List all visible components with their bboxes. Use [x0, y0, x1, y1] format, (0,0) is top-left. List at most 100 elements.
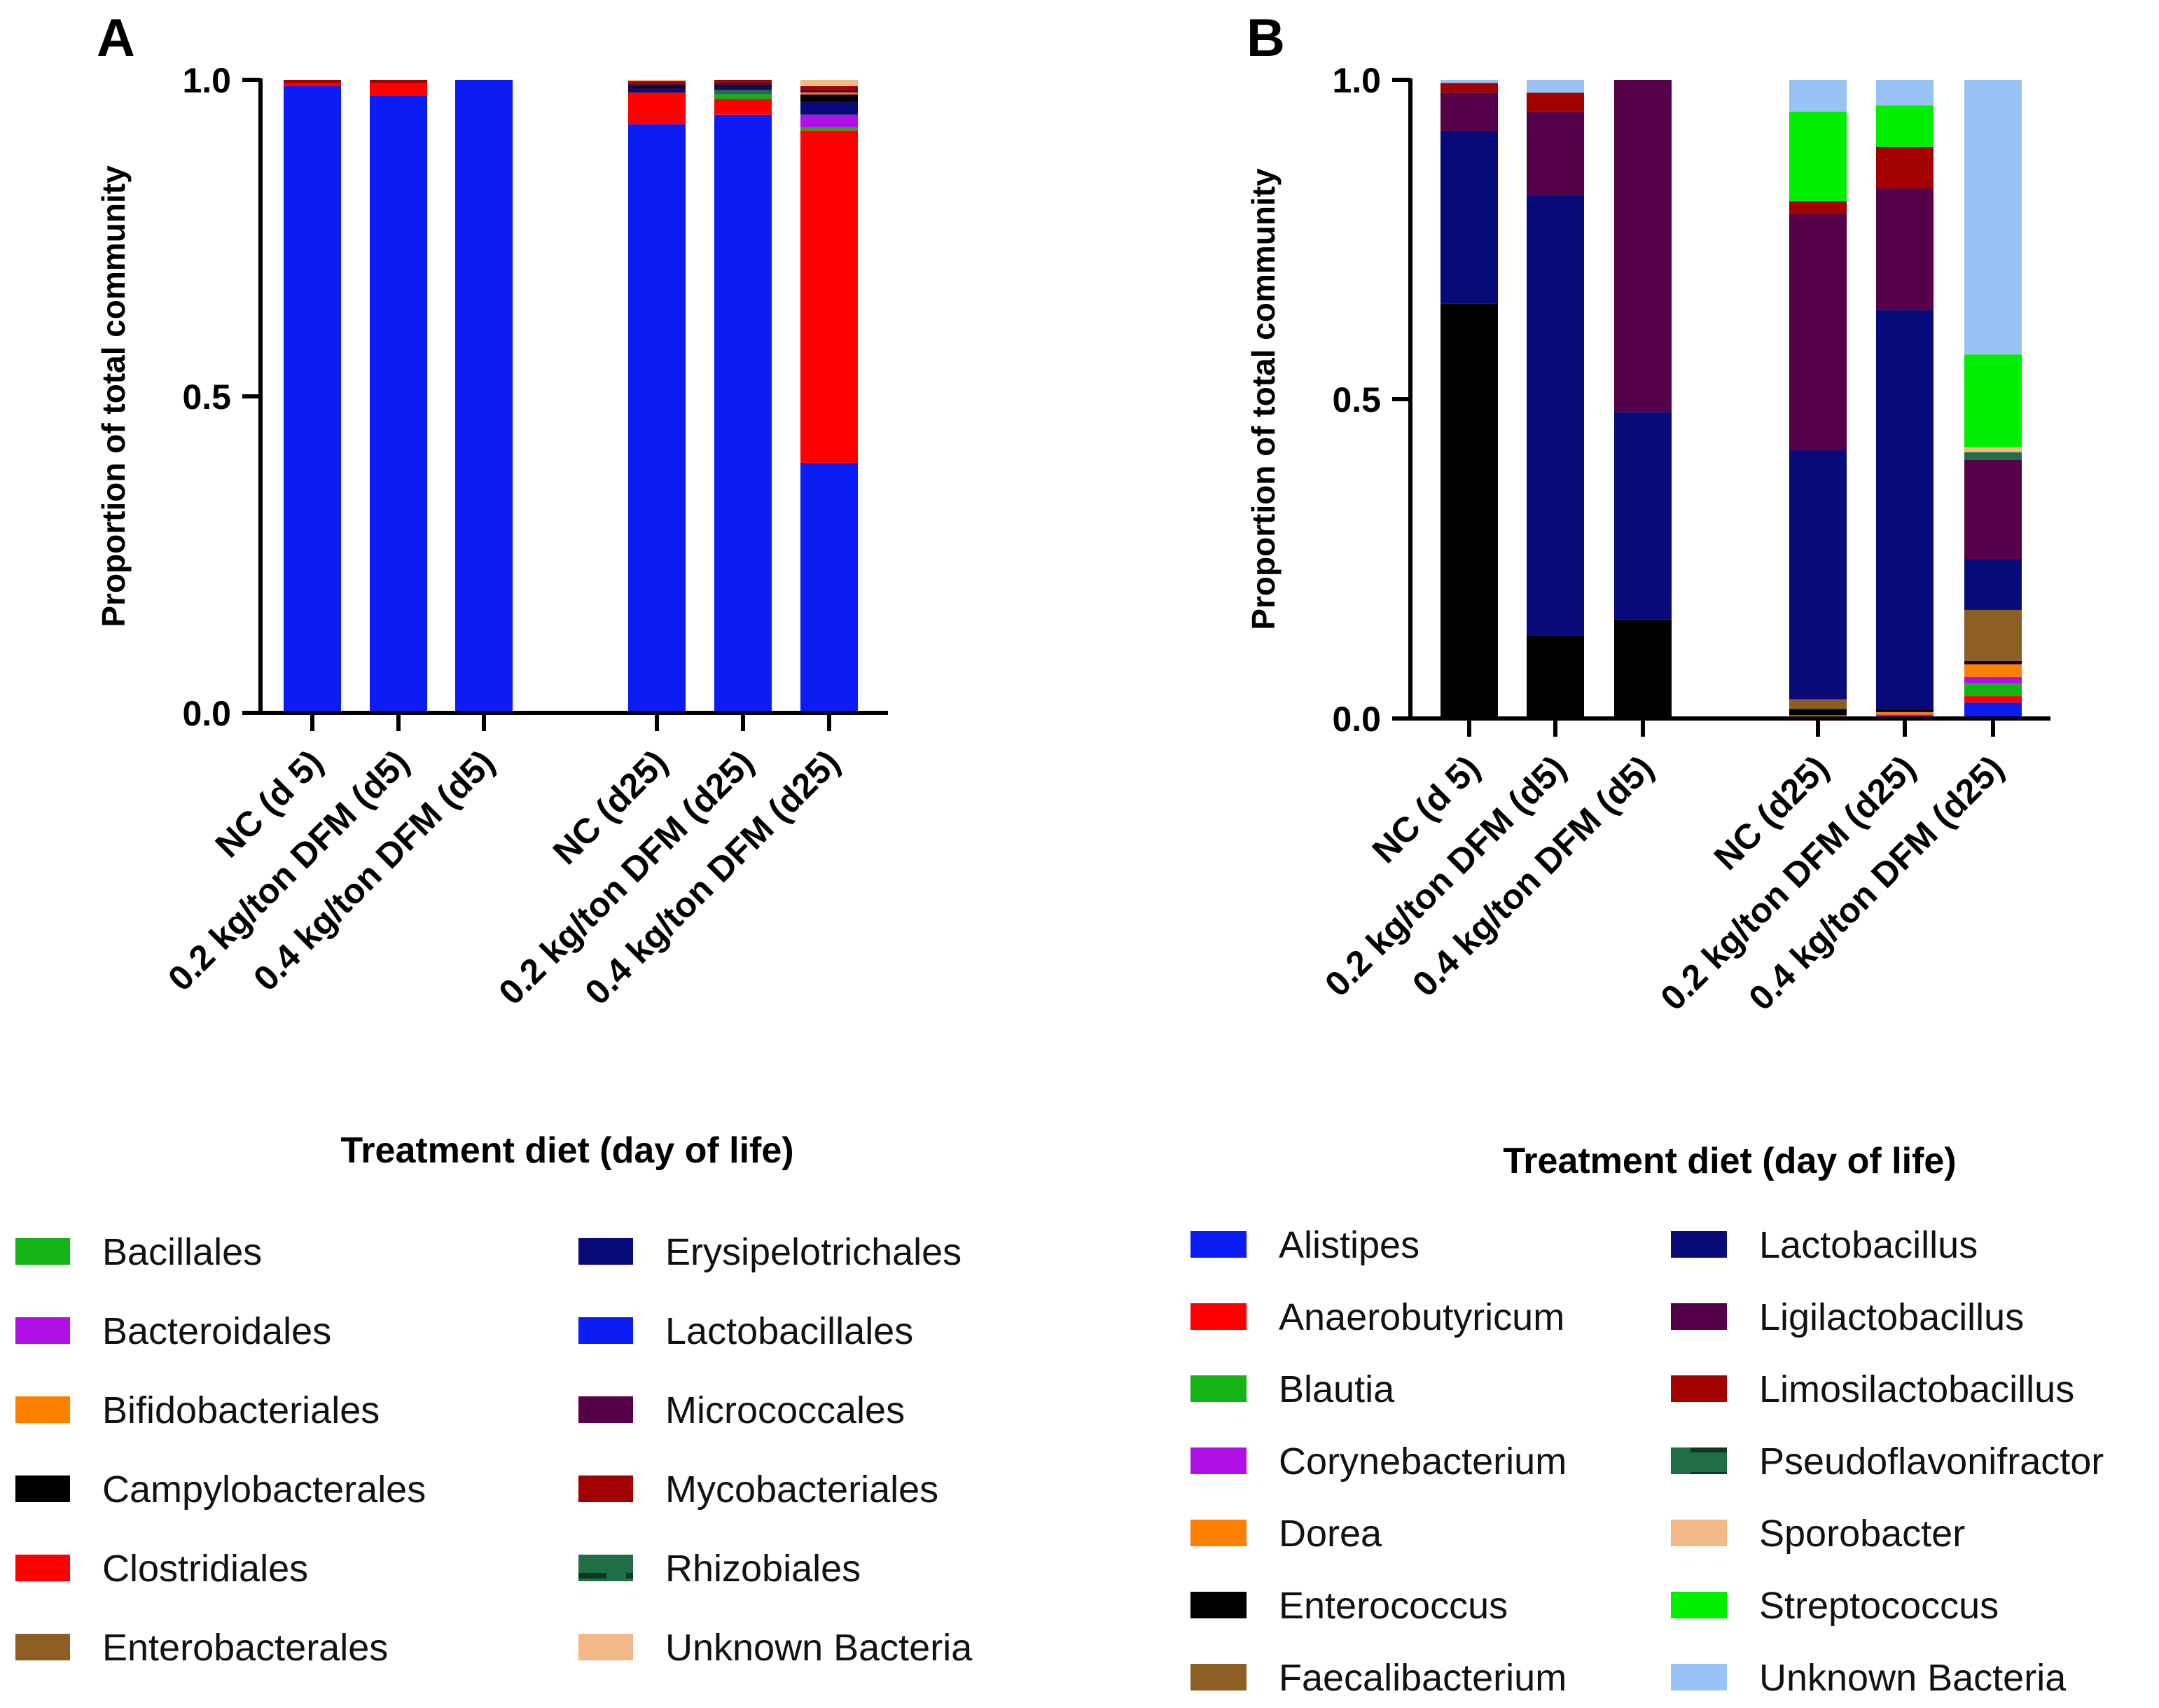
bar-segment-dorea-5: [1876, 711, 1934, 715]
bar-segment-clostridiales-1: [284, 83, 341, 87]
panel-a: A0.00.51.0NC (d 5)0.2 kg/ton DFM (d5)0.4…: [15, 8, 973, 1669]
legend-label-unknown-bacteria: Unknown Bacteria: [1759, 1657, 2067, 1699]
bar-segment-ligilactobacillus-6: [1964, 459, 2022, 559]
legend: Bacillales Bacteroidales Bifidobacteriales…: [15, 1231, 973, 1669]
bar-segment-erysipelotrichales-4: [628, 88, 686, 93]
bar-segment-ligilactobacillus-5: [1876, 188, 1934, 310]
bar-segment-micrococcales-4: [628, 83, 686, 86]
panel-b: B0.00.51.0NC (d 5)0.2 kg/ton DFM (d5)0.4…: [1190, 8, 2104, 1699]
legend-swatch-bacteroidales: [15, 1317, 70, 1344]
legend-label-lactobacillales: Lactobacillales: [665, 1310, 913, 1352]
bar-segment-dorea-6: [1964, 664, 2022, 677]
legend-swatch-blautia: [1190, 1375, 1247, 1402]
x-axis-title: Treatment diet (day of life): [1503, 1141, 1956, 1181]
legend-label-campylobacterales: Campylobacterales: [102, 1469, 426, 1511]
legend-swatch-pseudoflavonifractor: [1671, 1447, 1727, 1474]
bar-segment-alistipes-6: [1964, 702, 2022, 718]
legend-swatch-bacillales: [15, 1238, 70, 1265]
y-tick-label: 0.5: [182, 377, 231, 417]
y-tick-label: 0.0: [1332, 700, 1381, 739]
legend-swatch-streptococcus: [1671, 1592, 1727, 1618]
bar-segment-unknown-bacteria-6: [800, 80, 858, 87]
bar-segment-bacillales-5: [714, 94, 772, 99]
legend-swatch-enterococcus: [1190, 1592, 1247, 1618]
legend-swatch-micrococcales: [578, 1396, 633, 1423]
legend-label-enterobacterales: Enterobacterales: [102, 1627, 388, 1669]
bar-segment-bacteroidales-6: [800, 114, 858, 127]
y-axis-title: Proportion of total community: [95, 165, 132, 627]
legend-swatch-bifidobacteriales: [15, 1396, 70, 1423]
bar-segment-enterococcus-6: [1964, 660, 2022, 665]
bar-segment-unknown-bacteria-1: [1441, 80, 1498, 83]
bar-segment-limosilactobacillus-4: [1789, 201, 1847, 214]
bar-segment-limosilactobacillus-2: [1527, 92, 1584, 112]
legend-swatch-corynebacterium: [1190, 1447, 1247, 1474]
bar-segment-lactobacillales-5: [714, 114, 772, 714]
legend-label-pseudoflavonifractor: Pseudoflavonifractor: [1759, 1440, 2104, 1483]
bar-segment-enterococcus-2: [1527, 635, 1584, 718]
bar-segment-enterococcus-5: [1876, 709, 1934, 712]
bar-segment-rhizobiales-5: [714, 90, 772, 95]
bar-segment-sporobacter-6: [1964, 447, 2022, 452]
bar-segment-limosilactobacillus-5: [1876, 146, 1934, 189]
legend-label-bacillales: Bacillales: [102, 1231, 262, 1273]
legend: Alistipes Anaerobutyricum Blautia Corynebac…: [1190, 1224, 2104, 1699]
bar-segment-enterococcus-1: [1441, 303, 1498, 718]
y-tick-label: 1.0: [182, 61, 231, 100]
bar-segment-clostridiales-4: [628, 92, 686, 125]
bar-segment-micrococcales-5: [714, 82, 772, 85]
bar-segment-lactobacillales-4: [628, 124, 686, 713]
bar-segment-lactobacillales-6: [800, 462, 858, 713]
bar-segment-unknown-bacteria-5: [1876, 80, 1934, 106]
legend-swatch-anaerobutyricum: [1190, 1303, 1247, 1330]
legend-label-erysipelotrichales: Erysipelotrichales: [665, 1231, 962, 1273]
bar-segment-lactobacillus-3: [1614, 412, 1672, 620]
bar-segment-erysipelotrichales-6: [800, 102, 858, 115]
bar-segment-campylobacterales-5: [714, 85, 772, 88]
legend-label-dorea: Dorea: [1279, 1513, 1382, 1555]
bar-segment-pseudoflavonifractor-6: [1964, 452, 2022, 460]
bar-segment-unknown-bacteria-2: [1527, 80, 1584, 93]
bar-segment-blautia-6: [1964, 683, 2022, 697]
bar-segment-clostridiales-2: [370, 83, 427, 96]
legend-label-sporobacter: Sporobacter: [1759, 1513, 1965, 1555]
bar-segment-clostridiales-5: [714, 99, 772, 115]
y-axis-title: Proportion of total community: [1245, 168, 1282, 630]
bar-segment-enterococcus-3: [1614, 619, 1672, 718]
y-tick-label: 1.0: [1332, 61, 1381, 100]
bar-segment-lactobacillus-6: [1964, 559, 2022, 610]
legend-swatch-enterobacterales: [15, 1634, 70, 1660]
bar-segment-ligilactobacillus-1: [1441, 92, 1498, 131]
bar-segment-ligilactobacillus-4: [1789, 214, 1847, 450]
panel-letter: A: [97, 8, 135, 68]
legend-label-faecalibacterium: Faecalibacterium: [1279, 1657, 1567, 1699]
legend-swatch-ligilactobacillus: [1671, 1303, 1727, 1330]
legend-label-bifidobacteriales: Bifidobacteriales: [102, 1389, 380, 1431]
bar-segment-lactobacillales-3: [455, 80, 513, 713]
legend-label-alistipes: Alistipes: [1279, 1224, 1419, 1266]
bar-segment-streptococcus-5: [1876, 105, 1934, 147]
bar-segment-campylobacterales-6: [800, 94, 858, 102]
bar-segment-mycobacteriales-5: [714, 80, 772, 83]
bar-segment-lactobacillales-2: [370, 95, 427, 714]
bar-segment-lactobacillales-1: [284, 86, 341, 714]
legend-swatch-unknown-bacteria: [578, 1634, 633, 1660]
bar-segment-micrococcales-6: [800, 90, 858, 93]
legend-label-enterococcus: Enterococcus: [1279, 1585, 1508, 1627]
bar-segment-unknown-bacteria-6: [1964, 80, 2022, 355]
legend-swatch-erysipelotrichales: [578, 1238, 633, 1265]
bar-segment-unknown-bacteria-4: [1789, 80, 1847, 112]
bar-segment-lactobacillus-1: [1441, 130, 1498, 304]
y-tick-label: 0.5: [1332, 380, 1381, 419]
bar-segment-mycobacteriales-2: [370, 80, 427, 83]
bar-segment-anaerobutyricum-6: [1964, 696, 2022, 703]
legend-label-clostridiales: Clostridiales: [102, 1548, 308, 1590]
legend-swatch-alistipes: [1190, 1231, 1247, 1258]
legend-swatch-lactobacillus: [1671, 1231, 1727, 1258]
y-tick-label: 0.0: [182, 694, 231, 733]
legend-label-ligilactobacillus: Ligilactobacillus: [1759, 1296, 2024, 1338]
bar-segment-streptococcus-4: [1789, 111, 1847, 202]
bar-segment-campylobacterales-4: [628, 85, 686, 88]
legend-swatch-rhizobiales: [578, 1555, 633, 1581]
bar-segment-ligilactobacillus-2: [1527, 111, 1584, 195]
